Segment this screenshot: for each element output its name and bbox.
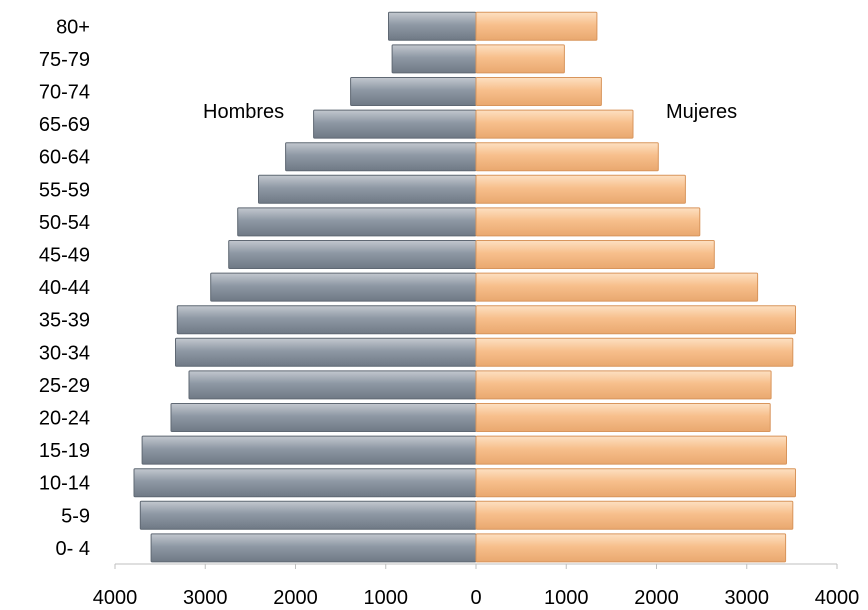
- y-tick-label: 0- 4: [56, 538, 90, 560]
- bar-hombres-15-19: [141, 435, 477, 465]
- bar-hombres-45-49: [228, 240, 477, 269]
- bars-group: [133, 11, 796, 563]
- y-tick-label: 70-74: [39, 82, 90, 104]
- y-tick-label: 35-39: [39, 310, 90, 332]
- bar-mujeres-5-9: [475, 500, 794, 530]
- y-tick-label: 25-29: [39, 375, 90, 397]
- bar-mujeres-55-59: [475, 174, 686, 204]
- bar-hombres-75-79: [391, 44, 477, 74]
- x-tick-label: 3000: [725, 587, 770, 609]
- bar-mujeres-0-4: [475, 533, 787, 563]
- y-tick-label: 5-9: [61, 505, 90, 527]
- axes-group: [114, 563, 838, 569]
- y-tick-label: 15-19: [39, 440, 90, 462]
- bar-hombres-80plus: [388, 11, 477, 41]
- y-tick-label: 55-59: [39, 179, 90, 201]
- bar-hombres-40-44: [210, 272, 477, 302]
- bar-mujeres-60-64: [475, 142, 659, 172]
- bar-mujeres-15-19: [475, 435, 787, 465]
- bar-mujeres-25-29: [475, 370, 772, 400]
- bar-mujeres-40-44: [475, 272, 759, 302]
- bar-hombres-0-4: [150, 533, 477, 563]
- bar-mujeres-75-79: [475, 44, 565, 74]
- bar-hombres-60-64: [285, 142, 477, 172]
- x-tick-label: 3000: [183, 587, 228, 609]
- bar-mujeres-50-54: [475, 207, 701, 237]
- y-tick-label: 60-64: [39, 147, 90, 169]
- y-tick-label: 20-24: [39, 408, 90, 430]
- bar-mujeres-80plus: [475, 11, 598, 41]
- bar-mujeres-35-39: [475, 305, 796, 335]
- y-tick-label: 10-14: [39, 473, 90, 495]
- bar-hombres-65-69: [313, 109, 477, 139]
- x-tick-label: 1000: [544, 587, 589, 609]
- bar-hombres-35-39: [176, 305, 477, 335]
- bar-mujeres-20-24: [475, 403, 771, 432]
- bar-hombres-55-59: [258, 174, 477, 204]
- y-tick-label: 50-54: [39, 212, 90, 234]
- series-label-mujeres: Mujeres: [666, 101, 737, 123]
- bar-mujeres-65-69: [475, 109, 634, 139]
- y-tick-label: 65-69: [39, 114, 90, 136]
- bar-hombres-50-54: [237, 207, 477, 237]
- x-tick-label: 2000: [634, 587, 679, 609]
- series-label-hombres: Hombres: [203, 101, 284, 123]
- y-tick-label: 45-49: [39, 245, 90, 267]
- bar-mujeres-45-49: [475, 240, 715, 269]
- x-tick-label: 4000: [93, 587, 138, 609]
- bar-mujeres-30-34: [475, 337, 794, 367]
- bar-hombres-70-74: [350, 77, 477, 106]
- y-tick-label: 75-79: [39, 49, 90, 71]
- x-tick-label: 2000: [273, 587, 318, 609]
- bar-hombres-20-24: [170, 403, 477, 432]
- x-tick-label: 1000: [364, 587, 409, 609]
- x-tick-labels: 4000 3000 2000 1000 0 1000 2000 3000 4000: [93, 587, 860, 609]
- x-tick-label: 4000: [815, 587, 860, 609]
- bar-mujeres-10-14: [475, 468, 796, 498]
- bar-hombres-25-29: [188, 370, 477, 400]
- y-tick-label: 30-34: [39, 342, 90, 364]
- y-tick-labels: 0- 4 5-9 10-14 15-19 20-24 25-29 30-34 35-39 40-…: [39, 16, 90, 560]
- bar-hombres-5-9: [139, 500, 477, 530]
- y-tick-label: 80+: [56, 16, 90, 38]
- y-tick-label: 40-44: [39, 277, 90, 299]
- bar-hombres-10-14: [133, 468, 477, 498]
- bar-hombres-30-34: [175, 337, 477, 367]
- bar-mujeres-70-74: [475, 77, 602, 106]
- x-tick-label: 0: [470, 587, 481, 609]
